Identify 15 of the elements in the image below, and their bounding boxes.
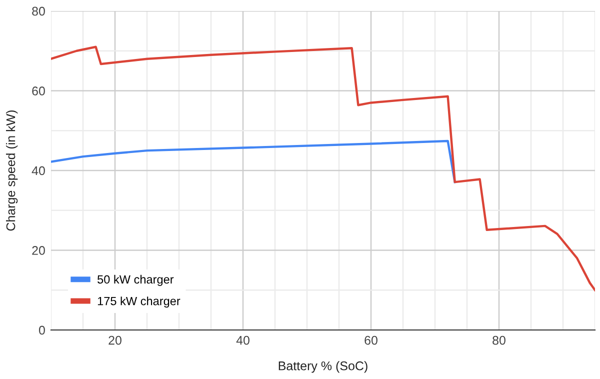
y-axis-title: Charge speed (in kW) bbox=[6, 110, 18, 231]
y-tick-label: 60 bbox=[32, 86, 45, 96]
legend-label: 50 kW charger bbox=[98, 274, 174, 286]
x-tick-label: 20 bbox=[108, 336, 122, 345]
y-tick-label: 0 bbox=[38, 326, 45, 335]
y-tick-label: 20 bbox=[32, 246, 45, 255]
x-axis-title: Battery % (SoC) bbox=[278, 361, 368, 373]
x-tick-label: 60 bbox=[364, 336, 378, 345]
line-series bbox=[51, 46, 595, 292]
legend-label: 175 kW charger bbox=[98, 296, 180, 308]
y-tick-label: 40 bbox=[32, 166, 45, 176]
x-tick-label: 80 bbox=[492, 336, 506, 345]
y-tick-label: 80 bbox=[32, 6, 45, 16]
x-tick-label: 40 bbox=[236, 336, 250, 345]
line-series bbox=[51, 140, 456, 184]
